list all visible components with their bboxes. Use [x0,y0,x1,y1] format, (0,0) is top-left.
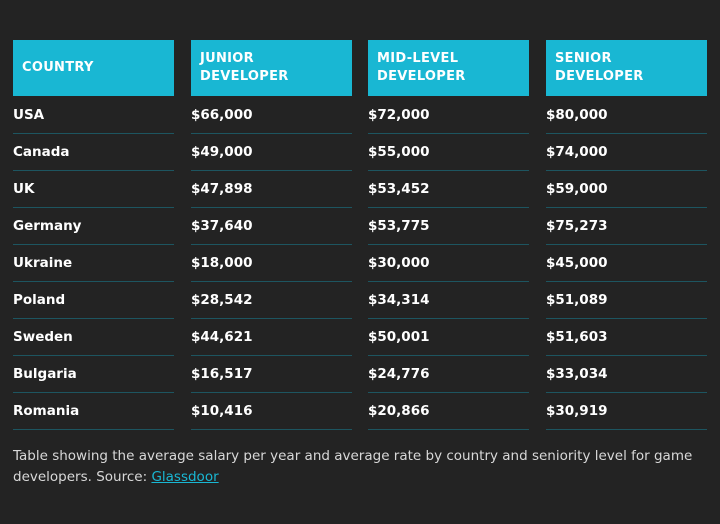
salary-cell: $16,517 [191,356,352,393]
salary-cell: $75,273 [546,208,707,245]
country-cell: USA [13,97,174,134]
salary-cell: $34,314 [368,282,529,319]
header-text: SENIOR DEVELOPER [555,51,644,84]
salary-cell: $28,542 [191,282,352,319]
salary-cell: $74,000 [546,134,707,171]
caption-text: Table showing the average salary per yea… [13,448,693,485]
header-cell: COUNTRY [13,40,174,96]
header-cell: JUNIOR DEVELOPER [191,40,352,96]
salary-cell: $51,603 [546,319,707,356]
salary-cell: $72,000 [368,97,529,134]
country-cell: Ukraine [13,245,174,282]
salary-cell: $53,452 [368,171,529,208]
country-cell: Poland [13,282,174,319]
salary-cell: $66,000 [191,97,352,134]
salary-cell: $20,866 [368,393,529,430]
country-cell: Canada [13,134,174,171]
header-cell: MID-LEVEL DEVELOPER [368,40,529,96]
header-cell: SENIOR DEVELOPER [546,40,707,96]
salary-cell: $33,034 [546,356,707,393]
salary-cell: $30,000 [368,245,529,282]
salary-cell: $53,775 [368,208,529,245]
country-cell: Sweden [13,319,174,356]
country-cell: Romania [13,393,174,430]
salary-cell: $18,000 [191,245,352,282]
country-cell: Germany [13,208,174,245]
salary-cell: $47,898 [191,171,352,208]
country-cell: Bulgaria [13,356,174,393]
salary-cell: $55,000 [368,134,529,171]
salary-cell: $49,000 [191,134,352,171]
header-text: JUNIOR DEVELOPER [200,51,289,84]
caption: Table showing the average salary per yea… [13,446,703,488]
salary-cell: $50,001 [368,319,529,356]
header-text: MID-LEVEL DEVELOPER [377,51,466,84]
salary-cell: $30,919 [546,393,707,430]
salary-cell: $24,776 [368,356,529,393]
source-link[interactable]: Glassdoor [151,469,219,485]
salary-cell: $10,416 [191,393,352,430]
country-cell: UK [13,171,174,208]
salary-cell: $45,000 [546,245,707,282]
salary-cell: $37,640 [191,208,352,245]
header-text: COUNTRY [22,60,94,75]
salary-cell: $44,621 [191,319,352,356]
salary-cell: $80,000 [546,97,707,134]
salary-cell: $51,089 [546,282,707,319]
salary-cell: $59,000 [546,171,707,208]
